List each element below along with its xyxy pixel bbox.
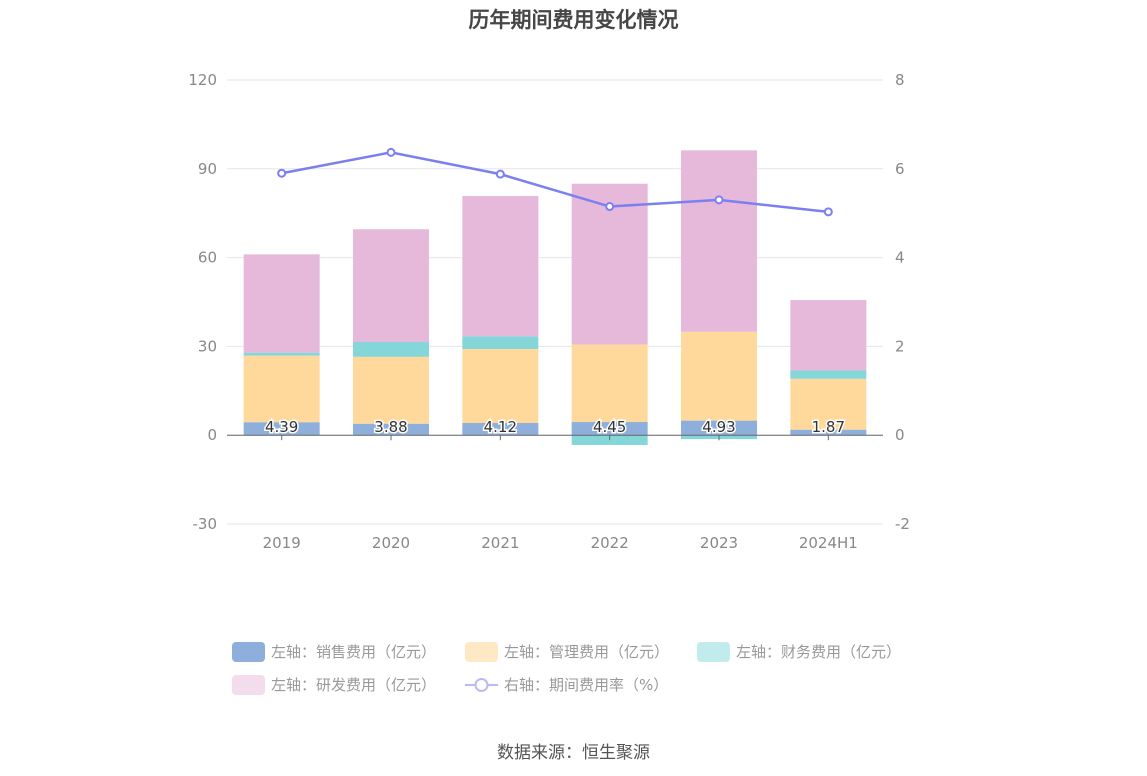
y-right-tick-label: 4 [895,249,905,267]
x-tick-label: 2021 [481,534,519,552]
bar-admin-2023 [681,331,757,421]
legend-swatch-admin [465,641,498,662]
bar-admin-2019 [243,355,320,423]
bar-sales-2023 [681,420,757,436]
bar-admin-2022 [571,344,648,423]
bar-rd-2021 [462,195,539,337]
data-label-sales: 4.93 [702,418,735,436]
x-tick-label: 2023 [700,534,738,552]
bar-rd-2019 [243,254,320,353]
legend-line-icon [465,675,498,695]
data-label-sales: 4.12 [484,418,517,436]
y-right-tick-label: 8 [895,71,905,89]
y-right-tick-label: 2 [895,337,905,355]
x-tick-label: 2022 [591,534,629,552]
bar-sales-2022 [571,422,648,436]
legend-swatch-finance [697,641,730,662]
legend-label-finance: 左轴：财务费用（亿元） [736,643,902,661]
x-tick-label: 2019 [263,534,301,552]
bar-rd-2024H1 [790,300,867,371]
x-tick-label: 2020 [372,534,410,552]
y-left-tick-label: 60 [198,249,217,267]
data-label-sales: 3.88 [374,418,407,436]
legend-swatch-rd [232,674,265,695]
y-left-tick-label: 90 [198,160,217,178]
expense-rate-line [281,151,829,214]
y-left-tick-label: 120 [188,71,217,89]
bar-admin-2024H1 [790,378,867,430]
bar-finance-2020 [353,342,429,357]
bar-finance-2021 [462,336,539,350]
bar-sales-2019 [243,422,320,436]
bar-sales-2021 [462,423,539,436]
x-tick-label: 2024H1 [799,534,858,552]
data-label-sales: 1.87 [812,418,845,436]
legend-label-expense-rate: 右轴：期间费用率（%） [504,676,669,694]
y-left-tick-label: 0 [207,426,217,444]
y-right-tick-label: 6 [895,160,905,178]
legend-label-sales: 左轴：销售费用（亿元） [271,643,437,661]
y-left-tick-label: -30 [193,515,218,533]
data-label-sales: 4.45 [593,418,626,436]
bar-sales-2024H1 [790,429,867,436]
legend-item-admin[interactable]: 左轴：管理费用（亿元） [465,641,669,662]
legend-label-admin: 左轴：管理费用（亿元） [504,643,670,661]
y-right-tick-label: 0 [895,426,905,444]
bar-admin-2021 [462,349,539,424]
y-right-tick-label: -2 [895,515,910,533]
bar-rd-2023 [681,150,757,332]
legend-item-expense-rate[interactable]: 右轴：期间费用率（%） [465,674,668,695]
legend-item-sales[interactable]: 左轴：销售费用（亿元） [232,641,436,662]
legend-item-rd[interactable]: 左轴：研发费用（亿元） [232,674,436,695]
legend-swatch-sales [232,641,265,662]
bar-rd-2020 [353,229,429,343]
bar-admin-2020 [353,356,429,424]
bar-finance-2019 [243,352,320,356]
expense-rate-point-2024H1 [823,207,833,217]
data-label-sales: 4.39 [265,418,298,436]
bar-sales-2020 [353,423,429,436]
expense-rate-point-2021 [495,169,505,179]
expense-rate-point-2022 [605,202,615,212]
expense-rate-point-2020 [386,147,396,157]
legend-item-finance[interactable]: 左轴：财务费用（亿元） [697,641,901,662]
expense-rate-point-2019 [277,168,287,178]
legend-label-rd: 左轴：研发费用（亿元） [271,676,437,694]
chart-title: 历年期间费用变化情况 [468,8,679,32]
expense-rate-point-2023 [714,195,724,205]
bar-finance-2024H1 [790,370,867,379]
data-source: 数据来源：恒生聚源 [497,743,650,763]
y-left-tick-label: 30 [198,337,217,355]
